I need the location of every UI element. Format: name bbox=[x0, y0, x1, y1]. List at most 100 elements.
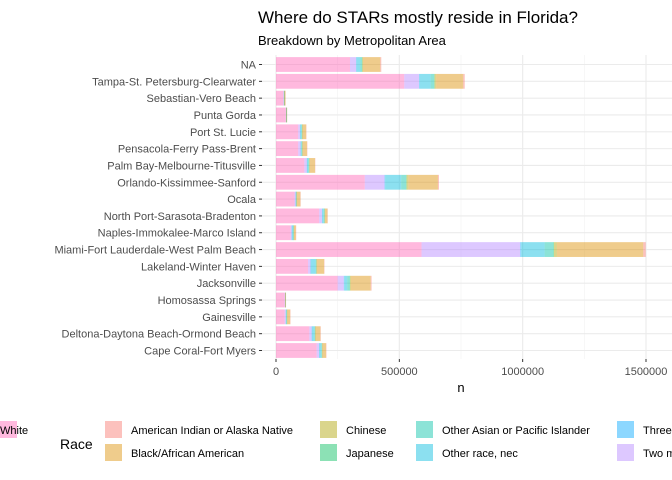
legend-key-black-african-american bbox=[105, 444, 122, 461]
bar-port-st-lucie-white bbox=[276, 124, 299, 140]
y-tick-label: Homosassa Springs bbox=[158, 295, 257, 307]
legend-label-white: White bbox=[0, 425, 28, 437]
x-axis-title: n bbox=[457, 380, 464, 395]
bar-tampa-st-petersburg-clearwater-chinese bbox=[434, 73, 437, 89]
bar-deltona-daytona-beach-ormond-beach-black-african-american bbox=[315, 326, 321, 342]
legend-key-three-or-more-major-races bbox=[617, 421, 634, 438]
bar-tampa-st-petersburg-clearwater-other-asian-or-pacific-islander bbox=[430, 73, 435, 89]
bar-naples-immokalee-marco-island-white bbox=[276, 225, 291, 241]
bar-jacksonville-other-race-nec bbox=[344, 275, 348, 291]
bar-naples-immokalee-marco-island-other-race-nec bbox=[291, 225, 294, 241]
bar-ocala-black-african-american bbox=[296, 191, 301, 207]
bar-sebastian-vero-beach-white bbox=[276, 90, 284, 106]
bar-deltona-daytona-beach-ormond-beach-two-major-races bbox=[309, 326, 312, 342]
legend-key-other-asian-or-pacific-islander bbox=[416, 421, 433, 438]
y-tick-label: Miami-Fort Lauderdale-West Palm Beach bbox=[54, 245, 256, 257]
bar-palm-bay-melbourne-titusville-black-african-american bbox=[309, 158, 316, 173]
bar-ocala-white bbox=[276, 191, 295, 207]
bar-tampa-st-petersburg-clearwater-black-african-american bbox=[436, 73, 464, 89]
y-tick-label: Jacksonville bbox=[197, 278, 256, 290]
bar-jacksonville-black-african-american bbox=[350, 275, 371, 291]
bar-na-black-african-american bbox=[363, 57, 381, 72]
y-tick-label: Gainesville bbox=[202, 312, 256, 324]
bar-palm-bay-melbourne-titusville-other-asian-or-pacific-islander bbox=[308, 158, 310, 173]
bar-orlando-kissimmee-sanford-other-race-nec bbox=[385, 174, 402, 190]
bar-jacksonville-american-indian-or-alaska-native bbox=[370, 275, 372, 291]
legend-label-three-or-more-major-races: Three or more major races bbox=[643, 425, 672, 437]
y-tick-label: Ocala bbox=[227, 194, 257, 206]
bar-naples-immokalee-marco-island-two-major-races bbox=[290, 225, 292, 241]
bar-north-port-sarasota-bradenton-other-race-nec bbox=[322, 208, 324, 224]
legend-label-two-major-races: Two major races bbox=[643, 448, 672, 460]
bar-north-port-sarasota-bradenton-black-african-american bbox=[324, 208, 328, 224]
bar-miami-fort-lauderdale-west-palm-beach-two-major-races bbox=[421, 242, 521, 257]
bar-lakeland-winter-haven-other-asian-or-pacific-islander bbox=[315, 258, 317, 274]
bar-lakeland-winter-haven-two-major-races bbox=[308, 258, 311, 274]
legend-label-other-race-nec: Other race, nec bbox=[442, 448, 518, 460]
bar-miami-fort-lauderdale-west-palm-beach-other-asian-or-pacific-islander bbox=[544, 242, 554, 257]
bar-port-st-lucie-two-major-races bbox=[298, 124, 301, 140]
y-tick-label: Cape Coral-Fort Myers bbox=[144, 346, 256, 358]
bar-cape-coral-fort-myers-two-major-races bbox=[316, 343, 320, 358]
bar-jacksonville-chinese bbox=[350, 275, 351, 291]
bar-port-st-lucie-black-african-american bbox=[302, 124, 307, 140]
bar-lakeland-winter-haven-other-race-nec bbox=[310, 258, 316, 274]
y-tick-label: North Port-Sarasota-Bradenton bbox=[104, 211, 256, 223]
bar-gainesville-black-african-american bbox=[287, 309, 291, 325]
y-tick-label: NA bbox=[241, 60, 257, 72]
bar-tampa-st-petersburg-clearwater-american-indian-or-alaska-native bbox=[463, 73, 465, 89]
legend-label-chinese: Chinese bbox=[346, 425, 386, 437]
x-tick-label: 500000 bbox=[381, 366, 418, 378]
bar-orlando-kissimmee-sanford-three-or-more-major-races bbox=[384, 174, 386, 190]
y-tick-label: Deltona-Daytona Beach-Ormond Beach bbox=[62, 329, 256, 341]
legend-label-black-african-american: Black/African American bbox=[131, 448, 244, 460]
bar-palm-bay-melbourne-titusville-white bbox=[276, 158, 305, 173]
bar-na-white bbox=[276, 57, 350, 72]
bar-tampa-st-petersburg-clearwater-other-race-nec bbox=[419, 73, 431, 89]
y-tick-label: Sebastian-Vero Beach bbox=[147, 93, 256, 105]
bar-cape-coral-fort-myers-black-african-american bbox=[322, 343, 327, 358]
bars bbox=[276, 57, 646, 358]
bar-port-st-lucie-other-asian-or-pacific-islander bbox=[301, 124, 303, 140]
bar-north-port-sarasota-bradenton-other-asian-or-pacific-islander bbox=[323, 208, 325, 224]
bar-cape-coral-fort-myers-other-asian-or-pacific-islander bbox=[321, 343, 322, 358]
bar-punta-gorda-white bbox=[276, 107, 286, 123]
bar-pensacola-ferry-pass-brent-other-asian-or-pacific-islander bbox=[301, 141, 303, 157]
legend-label-japanese: Japanese bbox=[346, 448, 394, 460]
bar-deltona-daytona-beach-ormond-beach-white bbox=[276, 326, 310, 342]
legend-label-american-indian-or-alaska-native: American Indian or Alaska Native bbox=[131, 425, 293, 437]
chart-title: Where do STARs mostly reside in Florida? bbox=[258, 8, 578, 27]
bar-palm-bay-melbourne-titusville-two-major-races bbox=[304, 158, 307, 173]
chart-subtitle: Breakdown by Metropolitan Area bbox=[258, 33, 447, 48]
bar-orlando-kissimmee-sanford-two-major-races bbox=[364, 174, 385, 190]
bar-miami-fort-lauderdale-west-palm-beach-chinese bbox=[553, 242, 557, 257]
legend-key-american-indian-or-alaska-native bbox=[105, 421, 122, 438]
bar-miami-fort-lauderdale-west-palm-beach-white bbox=[276, 242, 422, 257]
bar-jacksonville-two-major-races bbox=[337, 275, 344, 291]
y-tick-label: Lakeland-Winter Haven bbox=[141, 261, 256, 273]
grid bbox=[262, 55, 672, 359]
bar-port-st-lucie-other-race-nec bbox=[300, 124, 302, 140]
legend-key-other-race-nec bbox=[416, 444, 433, 461]
bar-lakeland-winter-haven-black-african-american bbox=[316, 258, 325, 274]
bar-pensacola-ferry-pass-brent-black-african-american bbox=[302, 141, 307, 157]
bar-jacksonville-other-asian-or-pacific-islander bbox=[347, 275, 350, 291]
bar-cape-coral-fort-myers-other-race-nec bbox=[319, 343, 322, 358]
bar-miami-fort-lauderdale-west-palm-beach-other-race-nec bbox=[521, 242, 545, 257]
bar-na-american-indian-or-alaska-native bbox=[380, 57, 382, 72]
legend-label-other-asian-or-pacific-islander: Other Asian or Pacific Islander bbox=[442, 425, 590, 437]
bar-naples-immokalee-marco-island-black-african-american bbox=[293, 225, 296, 241]
bar-na-chinese bbox=[362, 57, 364, 72]
bar-deltona-daytona-beach-ormond-beach-other-race-nec bbox=[311, 326, 315, 342]
x-tick-labels: 0 500000 1000000 1500000 bbox=[273, 359, 667, 378]
bar-tampa-st-petersburg-clearwater-two-major-races bbox=[404, 73, 420, 89]
y-tick-label: Tampa-St. Petersburg-Clearwater bbox=[92, 76, 256, 88]
y-tick-labels: NA Tampa-St. Petersburg-Clearwater Sebasti… bbox=[54, 60, 262, 358]
bar-north-port-sarasota-bradenton-two-major-races bbox=[319, 208, 323, 224]
bar-na-other-asian-or-pacific-islander bbox=[360, 57, 363, 72]
bar-deltona-daytona-beach-ormond-beach-other-asian-or-pacific-islander bbox=[314, 326, 316, 342]
y-tick-label: Palm Bay-Melbourne-Titusville bbox=[107, 160, 256, 172]
bar-orlando-kissimmee-sanford-american-indian-or-alaska-native bbox=[437, 174, 439, 190]
bar-orlando-kissimmee-sanford-white bbox=[276, 174, 365, 190]
bar-pensacola-ferry-pass-brent-other-race-nec bbox=[300, 141, 302, 157]
